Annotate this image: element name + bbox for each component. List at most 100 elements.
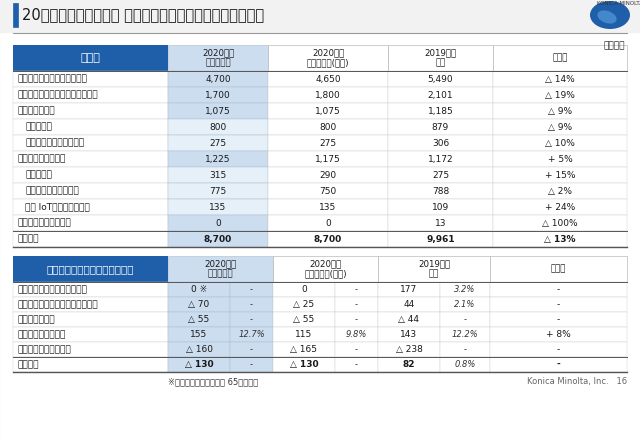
Text: 2019年度
実績: 2019年度 実績 — [418, 259, 450, 279]
Text: 800: 800 — [209, 123, 227, 132]
Bar — [440, 312, 490, 327]
Text: 1,075: 1,075 — [205, 106, 231, 116]
Text: 0: 0 — [301, 285, 307, 294]
Bar — [168, 103, 268, 119]
Bar — [230, 357, 273, 372]
Bar — [168, 256, 273, 282]
Bar — [493, 167, 627, 183]
Text: 143: 143 — [401, 330, 417, 339]
Bar — [168, 282, 230, 297]
Text: + 15%: + 15% — [545, 171, 575, 179]
Bar — [490, 282, 627, 297]
Bar — [440, 327, 490, 342]
Text: 306: 306 — [432, 139, 449, 148]
Text: 2020年度
業績見通し(前回): 2020年度 業績見通し(前回) — [307, 48, 349, 68]
Bar — [490, 312, 627, 327]
Text: △ 9%: △ 9% — [548, 123, 572, 132]
Bar — [168, 342, 230, 357]
Text: △ 9%: △ 9% — [548, 106, 572, 116]
Bar — [268, 103, 388, 119]
Bar — [13, 327, 168, 342]
Text: 0: 0 — [215, 218, 221, 228]
Text: 275: 275 — [209, 139, 227, 148]
Text: △ 70: △ 70 — [188, 300, 210, 309]
Bar — [168, 71, 268, 87]
Text: 0.8%: 0.8% — [454, 360, 476, 369]
Text: 12.2%: 12.2% — [452, 330, 478, 339]
Bar — [268, 151, 388, 167]
Bar — [493, 183, 627, 199]
Bar — [493, 199, 627, 215]
Bar — [13, 357, 168, 372]
Text: デジタルワークプレイス事業: デジタルワークプレイス事業 — [17, 285, 87, 294]
Text: 135: 135 — [319, 202, 337, 211]
Text: 1,075: 1,075 — [315, 106, 341, 116]
Text: -: - — [463, 345, 467, 354]
Text: + 8%: + 8% — [546, 330, 571, 339]
Bar — [493, 231, 627, 247]
Bar — [230, 297, 273, 312]
Bar — [490, 297, 627, 312]
Bar — [335, 342, 378, 357]
Bar — [13, 342, 168, 357]
Bar — [378, 282, 440, 297]
Text: 1,185: 1,185 — [428, 106, 453, 116]
Text: 315: 315 — [209, 171, 227, 179]
Text: 2,101: 2,101 — [428, 90, 453, 100]
Text: △ 44: △ 44 — [399, 315, 419, 324]
Text: 12.7%: 12.7% — [238, 330, 265, 339]
Text: △ 14%: △ 14% — [545, 74, 575, 83]
Bar — [230, 342, 273, 357]
Bar — [493, 103, 627, 119]
Bar — [168, 231, 268, 247]
Text: 売上高: 売上高 — [81, 53, 100, 63]
Ellipse shape — [590, 1, 630, 29]
Text: 9.8%: 9.8% — [346, 330, 367, 339]
Bar — [378, 256, 490, 282]
Bar — [13, 3, 18, 27]
Bar — [490, 357, 627, 372]
Bar — [168, 199, 268, 215]
Text: 0 ※: 0 ※ — [191, 285, 207, 294]
Bar — [13, 119, 168, 135]
Bar — [490, 342, 627, 357]
Bar — [388, 135, 493, 151]
Bar — [378, 312, 440, 327]
Text: -: - — [557, 300, 560, 309]
Text: Konica Minolta, Inc.   16: Konica Minolta, Inc. 16 — [527, 377, 627, 386]
Text: 8,700: 8,700 — [204, 234, 232, 244]
Text: 879: 879 — [432, 123, 449, 132]
Text: -: - — [355, 285, 358, 294]
Text: △ 55: △ 55 — [293, 315, 315, 324]
Bar — [230, 327, 273, 342]
Text: 800: 800 — [319, 123, 337, 132]
Bar — [493, 45, 627, 71]
Bar — [273, 357, 335, 372]
Bar — [268, 167, 388, 183]
Bar — [273, 282, 335, 297]
Ellipse shape — [597, 10, 616, 23]
Text: -: - — [355, 315, 358, 324]
Bar — [388, 231, 493, 247]
Text: 前期比: 前期比 — [552, 54, 568, 62]
Text: 1,175: 1,175 — [315, 155, 341, 163]
Text: △ 160: △ 160 — [186, 345, 212, 354]
Text: -: - — [355, 300, 358, 309]
Bar — [493, 135, 627, 151]
Text: 750: 750 — [319, 187, 337, 195]
Bar — [440, 342, 490, 357]
Text: 135: 135 — [209, 202, 227, 211]
Bar — [268, 119, 388, 135]
Bar — [335, 357, 378, 372]
Bar — [13, 135, 168, 151]
Text: インダストリー事業: インダストリー事業 — [17, 155, 65, 163]
Bar — [168, 183, 268, 199]
Text: 材料・コンポーネント: 材料・コンポーネント — [25, 187, 79, 195]
Text: -: - — [250, 315, 253, 324]
Bar — [13, 312, 168, 327]
Bar — [13, 231, 168, 247]
Text: -: - — [250, 360, 253, 369]
Text: -: - — [250, 345, 253, 354]
Text: -: - — [557, 360, 561, 369]
Text: △ 55: △ 55 — [188, 315, 210, 324]
